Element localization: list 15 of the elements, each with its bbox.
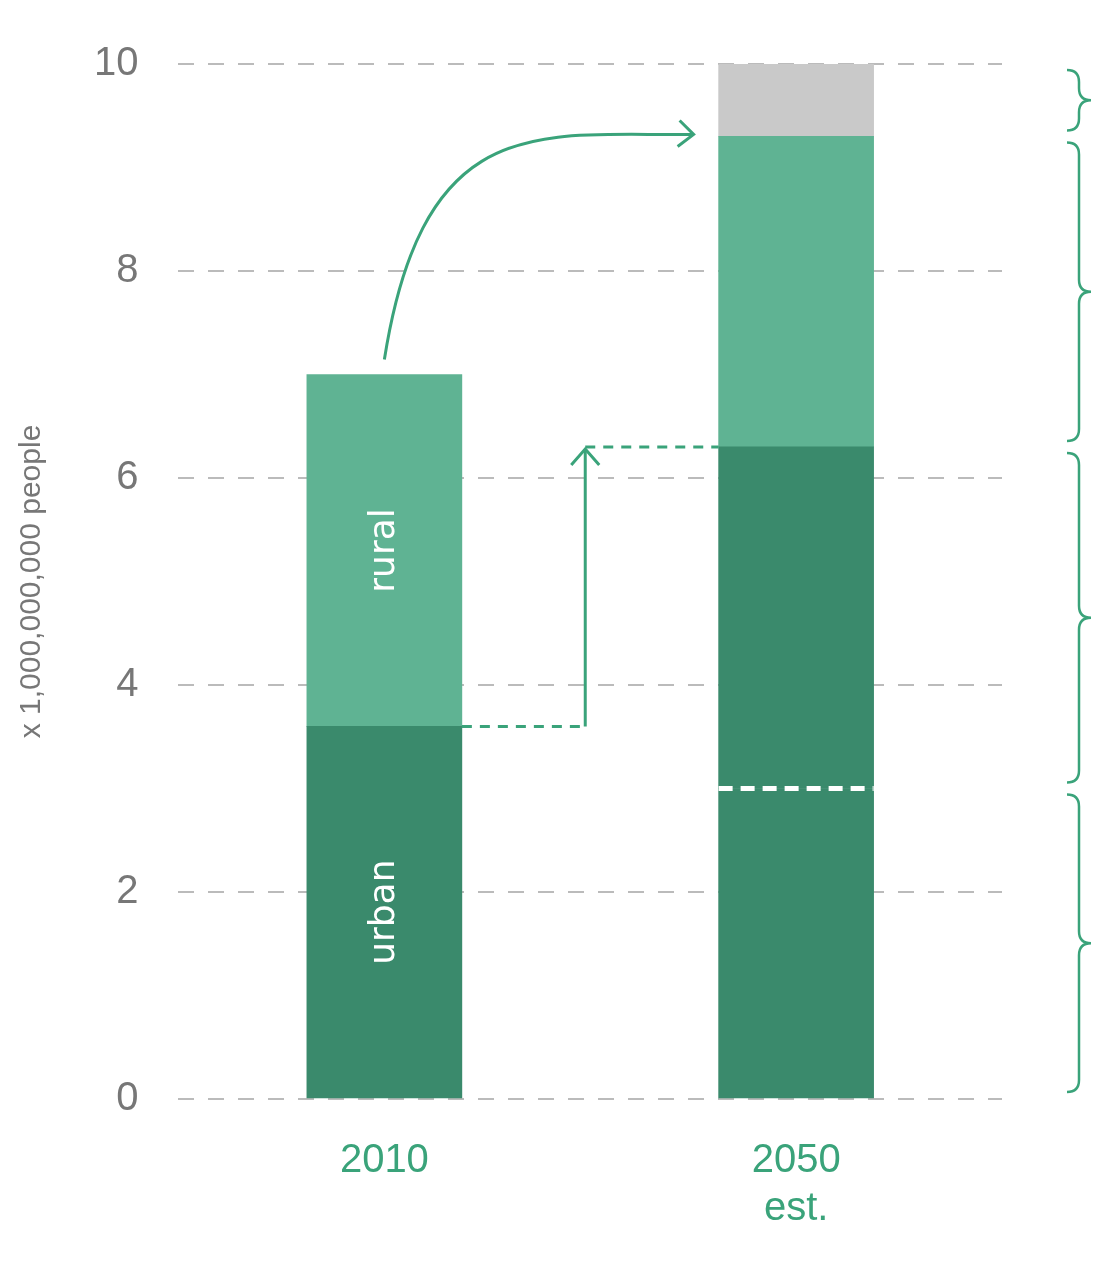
y-tick-label: 8 xyxy=(116,246,139,291)
y-axis-title: x 1,000,000,000 people xyxy=(13,424,47,739)
series-label: urban xyxy=(360,859,402,965)
bar xyxy=(306,726,463,1099)
bar xyxy=(718,136,874,448)
y-tick-label: 2 xyxy=(116,867,139,912)
series-label: rural xyxy=(360,508,402,593)
y-tick-label: 10 xyxy=(93,39,139,84)
bar xyxy=(718,64,874,137)
x-tick-label: 2050 est. xyxy=(751,1136,841,1229)
y-tick-label: 0 xyxy=(116,1074,139,1119)
bar xyxy=(306,374,463,727)
y-tick-label: 6 xyxy=(116,453,139,498)
x-tick-label: 2010 xyxy=(339,1136,429,1181)
y-tick-label: 4 xyxy=(116,660,139,705)
